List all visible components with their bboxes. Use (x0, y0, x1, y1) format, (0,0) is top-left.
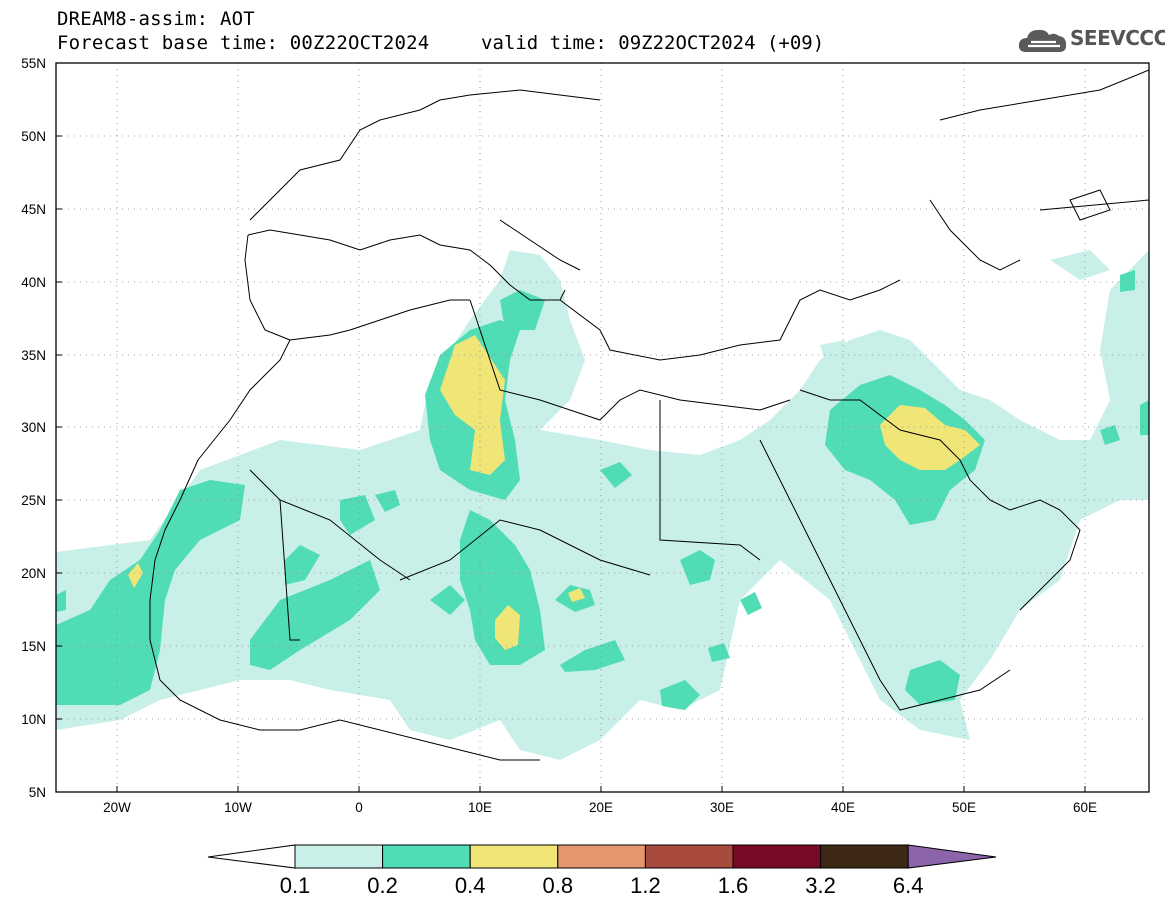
valid-time: valid time: 09Z22OCT2024 (+09) (481, 32, 825, 54)
colorbar-low-triangle (207, 844, 296, 869)
lat-label: 50N (21, 129, 46, 144)
lon-label: 60E (1073, 800, 1097, 815)
lat-label: 30N (21, 420, 46, 435)
lon-label: 50E (952, 800, 976, 815)
lat-label: 5N (29, 785, 46, 800)
lat-label: 10N (21, 712, 46, 727)
colorbar-label: 0.8 (543, 873, 574, 898)
colorbar-label: 0.1 (280, 873, 311, 898)
lat-label: 25N (21, 493, 46, 508)
colorbar-label: 1.2 (630, 873, 661, 898)
lon-label: 0 (355, 800, 363, 815)
coastlines (149, 69, 1149, 761)
colorbar-label: 3.2 (805, 873, 836, 898)
colorbar-label: 0.2 (367, 873, 398, 898)
lat-label: 15N (21, 639, 46, 654)
seevccc-logo: SEEVCCC (1016, 22, 1165, 58)
lat-label: 55N (21, 56, 46, 71)
forecast-base-time: Forecast base time: 00Z22OCT2024 (57, 32, 430, 54)
colorbar-swatch (557, 844, 646, 869)
axis-ticks (56, 135, 1086, 792)
colorbar-high-triangle (907, 844, 997, 869)
lon-label: 30E (710, 800, 734, 815)
logo-text: SEEVCCC (1070, 26, 1165, 50)
lon-label: 10E (468, 800, 492, 815)
lat-label: 45N (21, 202, 46, 217)
lat-label: 20N (21, 566, 46, 581)
colorbar-swatch (294, 844, 384, 869)
colorbar-swatch (732, 844, 822, 869)
colorbar-label: 1.6 (718, 873, 749, 898)
lon-label: 20W (103, 800, 131, 815)
lon-label: 40E (831, 800, 855, 815)
cloud-icon (1018, 29, 1067, 52)
colorbar-label: 6.4 (893, 873, 924, 898)
lon-label: 10W (224, 800, 252, 815)
map-title: DREAM8-assim: AOT (57, 8, 255, 30)
colorbar-swatch (820, 844, 909, 869)
colorbar (207, 844, 997, 869)
aot-shading (56, 250, 1149, 760)
lat-label: 40N (21, 275, 46, 290)
colorbar-label: 0.4 (455, 873, 486, 898)
lon-label: 20E (589, 800, 613, 815)
lat-label: 35N (21, 348, 46, 363)
colorbar-swatch (382, 844, 471, 869)
graticule (56, 63, 1149, 792)
colorbar-swatch (469, 844, 559, 869)
colorbar-swatch (644, 844, 734, 869)
